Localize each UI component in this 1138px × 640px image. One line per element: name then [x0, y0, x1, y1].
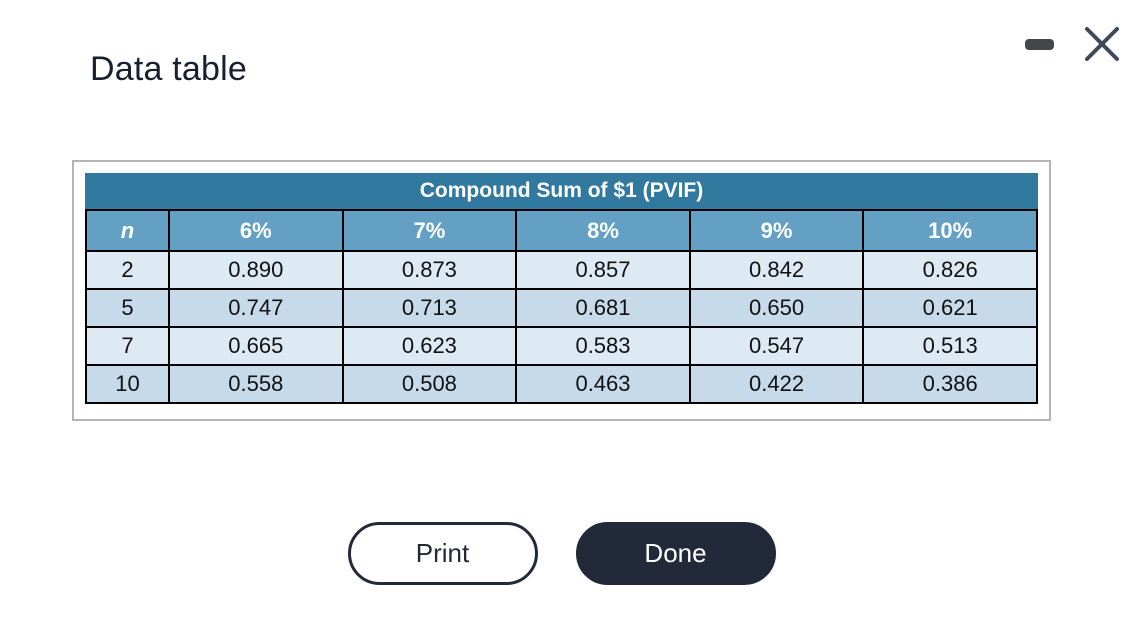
column-header-9pct: 9%	[688, 209, 865, 252]
table-caption: Compound Sum of $1 (PVIF)	[85, 173, 1038, 209]
cell-value: 0.873	[341, 250, 518, 290]
table-container: Compound Sum of $1 (PVIF) n 6% 7% 8% 9% …	[72, 160, 1051, 421]
print-button[interactable]: Print	[347, 522, 538, 585]
close-icon	[1085, 27, 1119, 61]
cell-value: 0.713	[341, 288, 518, 328]
cell-value: 0.665	[168, 326, 344, 366]
dialog-actions: Print Done	[72, 522, 1051, 585]
column-header-8pct: 8%	[515, 209, 691, 252]
minimize-button[interactable]	[1022, 25, 1056, 63]
cell-value: 0.508	[341, 364, 518, 404]
column-header-n: n	[85, 209, 170, 252]
table-row: 7 0.665 0.623 0.583 0.547 0.513	[85, 326, 1038, 366]
window-controls	[1022, 22, 1124, 66]
cell-value: 0.857	[515, 250, 691, 290]
table-row: 5 0.747 0.713 0.681 0.650 0.621	[85, 288, 1038, 328]
cell-n: 5	[85, 288, 170, 328]
table-row: 10 0.558 0.508 0.463 0.422 0.386	[85, 364, 1038, 404]
cell-value: 0.681	[515, 288, 691, 328]
done-button[interactable]: Done	[575, 522, 776, 585]
cell-value: 0.890	[168, 250, 344, 290]
cell-value: 0.623	[341, 326, 518, 366]
cell-value: 0.621	[862, 288, 1038, 328]
column-header-10pct: 10%	[862, 209, 1038, 252]
cell-value: 0.826	[862, 250, 1038, 290]
cell-value: 0.386	[862, 364, 1038, 404]
close-button[interactable]	[1080, 22, 1124, 66]
cell-value: 0.513	[862, 326, 1038, 366]
cell-value: 0.842	[688, 250, 865, 290]
column-header-7pct: 7%	[341, 209, 518, 252]
cell-value: 0.747	[168, 288, 344, 328]
page-title: Data table	[90, 50, 247, 88]
minimize-icon	[1024, 38, 1054, 50]
table-header-row: n 6% 7% 8% 9% 10%	[85, 209, 1038, 252]
pvif-table: n 6% 7% 8% 9% 10% 2 0.890 0.873 0.857 0.…	[85, 209, 1038, 404]
cell-n: 7	[85, 326, 170, 366]
cell-value: 0.422	[688, 364, 865, 404]
table-row: 2 0.890 0.873 0.857 0.842 0.826	[85, 250, 1038, 290]
cell-value: 0.463	[515, 364, 691, 404]
column-header-6pct: 6%	[168, 209, 344, 252]
cell-n: 10	[85, 364, 170, 404]
cell-value: 0.558	[168, 364, 344, 404]
cell-value: 0.650	[688, 288, 865, 328]
cell-n: 2	[85, 250, 170, 290]
cell-value: 0.547	[688, 326, 865, 366]
cell-value: 0.583	[515, 326, 691, 366]
